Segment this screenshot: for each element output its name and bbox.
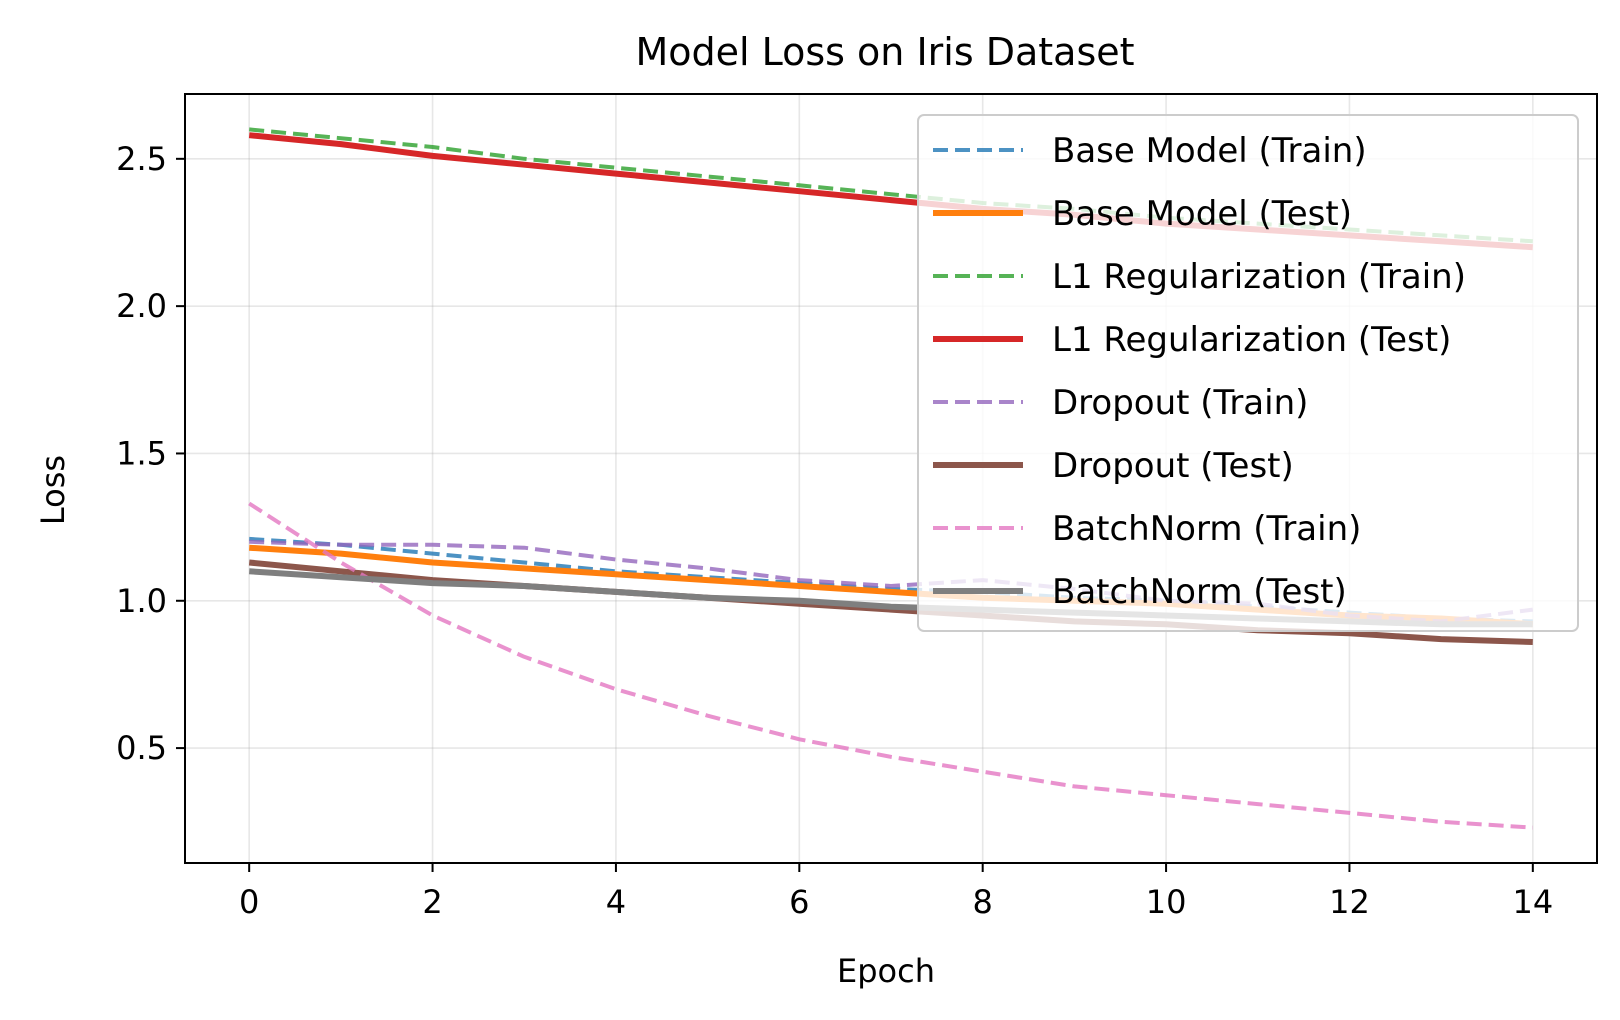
legend-label-batchnorm-test: BatchNorm (Test) <box>1052 572 1347 612</box>
legend-box <box>917 114 1579 632</box>
y-tick-label: 2.5 <box>116 140 167 178</box>
x-tick-label: 6 <box>789 883 809 921</box>
series-line-batchnorm-train <box>248 501 1533 830</box>
legend-label-l1-regularization-test: L1 Regularization (Test) <box>1052 320 1451 360</box>
series-layer <box>248 127 1534 830</box>
y-tick-label: 1.0 <box>116 582 167 620</box>
x-tick-label: 8 <box>973 883 993 921</box>
tick-layer: 0 2 4 6 8 10 12 14 0.5 1.0 1.5 2.0 2.5 <box>116 140 1553 921</box>
legend-label-base-model-test: Base Model (Test) <box>1052 194 1352 234</box>
y-tick-label: 0.5 <box>116 729 167 767</box>
plot-frame <box>184 93 1598 864</box>
x-tick-label: 4 <box>606 883 626 921</box>
x-axis-label: Epoch <box>837 952 935 990</box>
y-tick-label: 2.0 <box>116 287 167 325</box>
legend-label-batchnorm-train: BatchNorm (Train) <box>1052 509 1361 549</box>
series-line-dropout-train <box>249 539 1534 624</box>
x-tick-label: 2 <box>422 883 442 921</box>
x-tick-label: 14 <box>1512 883 1553 921</box>
legend-label-dropout-test: Dropout (Test) <box>1052 446 1294 486</box>
y-tick-label: 1.5 <box>116 434 167 472</box>
x-tick-label: 0 <box>239 883 259 921</box>
x-tick-label: 10 <box>1146 883 1187 921</box>
series-line-l1-regularization-train <box>249 127 1533 244</box>
chart-title: Model Loss on Iris Dataset <box>635 30 1134 74</box>
y-axis-label: Loss <box>34 455 72 525</box>
legend-label-l1-regularization-train: L1 Regularization (Train) <box>1052 257 1466 297</box>
legend: Base Model (Train) Base Model (Test) L1 Re… <box>917 114 1579 632</box>
x-tick-label: 12 <box>1329 883 1370 921</box>
legend-label-base-model-train: Base Model (Train) <box>1052 131 1367 171</box>
legend-label-dropout-train: Dropout (Train) <box>1052 383 1308 423</box>
